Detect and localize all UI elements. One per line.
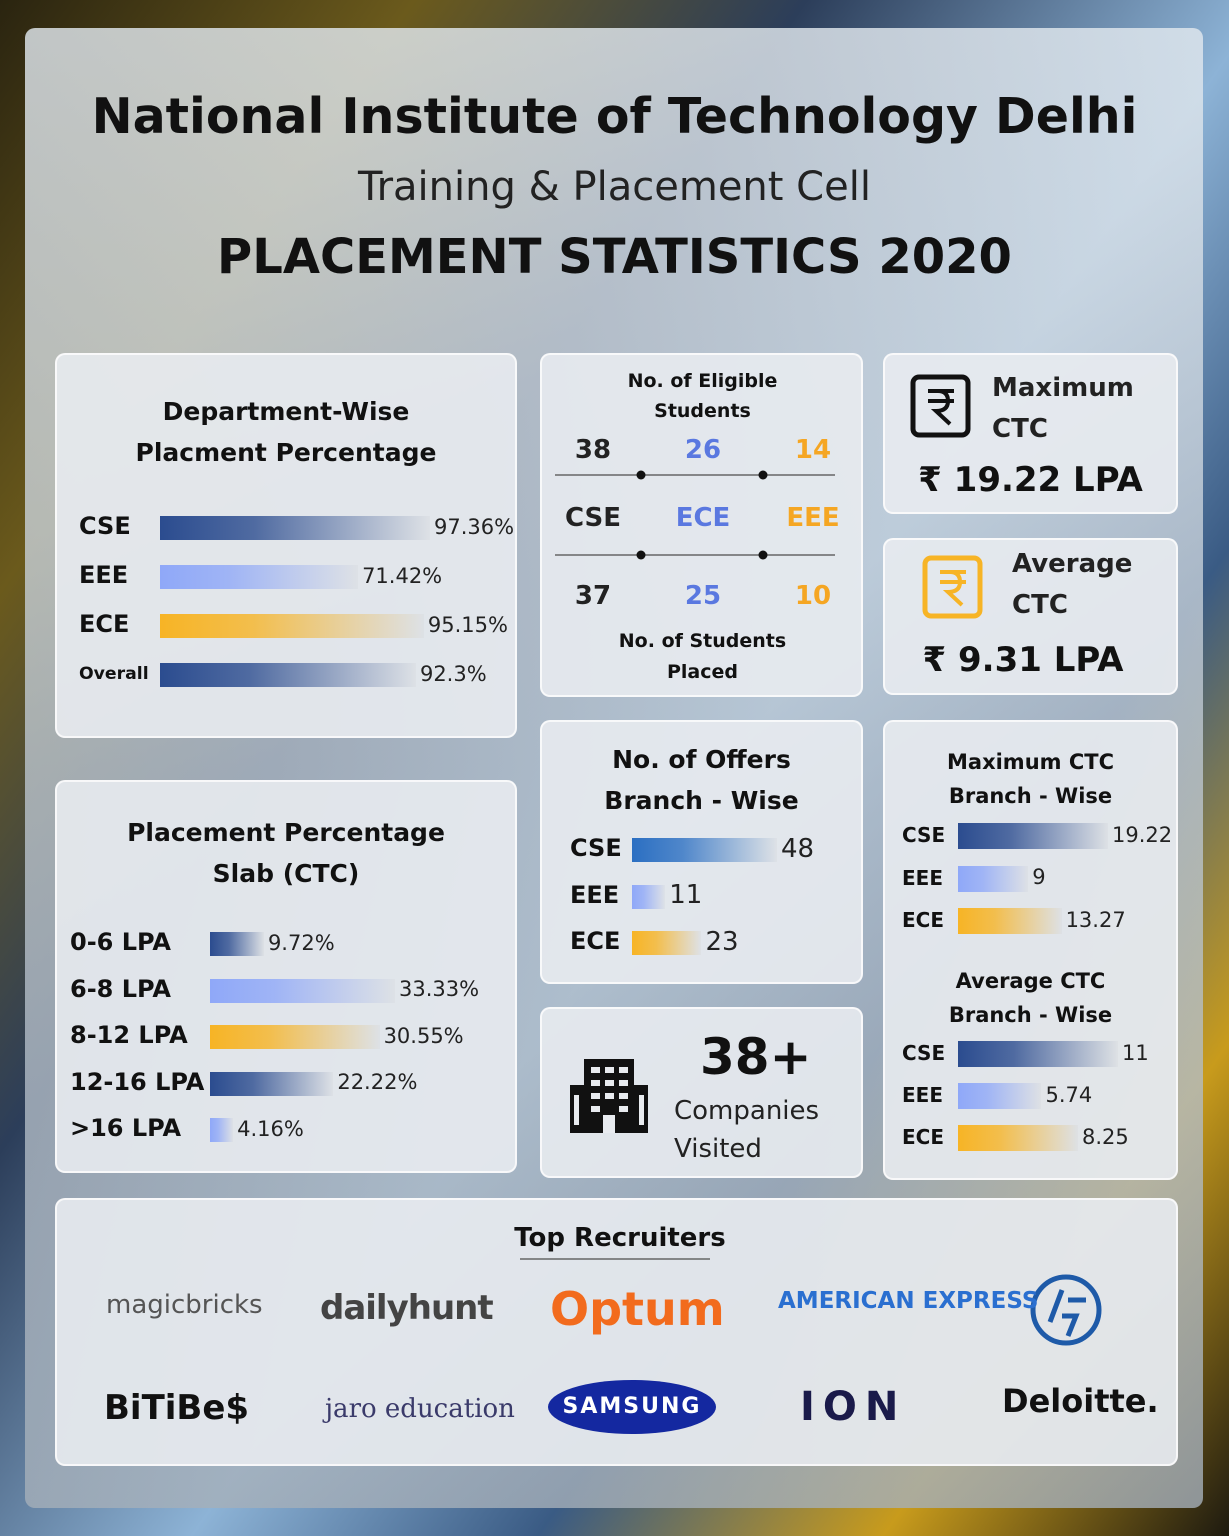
logo: magicbricks [106,1290,263,1320]
card [540,353,863,697]
value-label: 95.15% [427,612,508,637]
max-ctc-label: Maximum CTC [992,373,1134,444]
companies-label: Companies Visited [674,1096,820,1164]
placed-title: No. of Students Placed [618,630,787,683]
bar [632,838,777,862]
rupee-icon [910,374,971,438]
category-label: 8-12 LPA [70,1021,188,1050]
avg-ctc-value: ₹ 9.31 LPA [922,640,1124,680]
recruiters-title: Top Recruiters [514,1223,726,1253]
category-label: EEE [902,865,943,890]
chart-title: No. of Offers Branch - Wise [604,745,799,815]
bar [958,1125,1078,1151]
category-label: 0-6 LPA [70,928,171,957]
bar [958,1041,1118,1067]
value-label: 71.42% [362,563,443,588]
value-label: 9.72% [267,930,335,955]
logo: SAMSUNG [548,1380,716,1434]
category-label: ECE [902,908,945,932]
chart-title: Placement Percentage Slab (CTC) [127,818,445,888]
value-label: 11 [669,880,703,911]
category-label: EEE [902,1083,943,1107]
logo: BiTiBe$ [104,1388,250,1428]
value-label: 30.55% [383,1023,464,1048]
category-label: 12-16 LPA [70,1067,205,1096]
chart-title: Average CTC Branch - Wise [948,969,1113,1028]
value-label: 22.22% [337,1070,418,1095]
category-label: Overall [79,663,149,684]
logo: dailyhunt [320,1288,494,1328]
category-label: >16 LPA [70,1114,182,1143]
category-label: CSE [79,512,131,541]
chart-title: Department-Wise Placment Percentage [135,397,437,467]
bar [958,908,1062,934]
companies-count: 38+ [700,1028,812,1086]
eligibility-lines [555,470,835,560]
value-label: 48 [781,833,815,864]
building-icon [570,1059,648,1133]
category-label: ECE [79,610,130,639]
heading: PLACEMENT STATISTICS 2020 [217,229,1012,285]
bar [160,614,424,638]
value-label: 11 [1122,1040,1149,1065]
category-label: ECE [570,927,621,956]
lt-logo [1030,1274,1102,1346]
bar [210,1071,334,1096]
placed-count: 37 [574,581,612,611]
bar [160,565,359,589]
logo: AMERICAN EXPRESS [778,1288,1039,1314]
category-label: 6-8 LPA [70,974,171,1003]
value-label: 13.27 [1065,907,1126,932]
bar [958,865,1029,892]
value-label: 5.74 [1045,1082,1093,1107]
category-label: ECE [902,1125,945,1149]
placed-count: 25 [684,581,722,611]
branch-label: EEE [786,503,840,533]
logo: Optum [550,1282,725,1336]
bar [958,1083,1042,1109]
eligible-count: 14 [794,435,832,465]
title: National Institute of Technology Delhi [91,88,1138,145]
logo: Deloitte. [1002,1382,1159,1420]
bar [160,663,416,687]
category-label: EEE [570,880,620,909]
value-label: 97.36% [434,514,515,539]
value-label: 33.33% [399,977,480,1002]
value-label: 8.25 [1082,1124,1129,1149]
bar [210,1025,380,1049]
subtitle: Training & Placement Cell [358,164,871,210]
branch-label: ECE [675,503,731,533]
max-ctc-value: ₹ 19.22 LPA [918,460,1143,500]
bar [632,884,666,909]
value-label: 19.22 [1112,822,1173,847]
category-label: CSE [570,834,622,863]
logo: ION [800,1384,907,1430]
chart-title: Maximum CTC Branch - Wise [947,750,1114,809]
bar [210,1118,234,1142]
bar [210,978,395,1003]
bar [160,516,430,540]
eligible-count: 38 [574,435,612,465]
bar [958,823,1108,849]
eligible-title: No. of Eligible Students [627,370,778,422]
category-label: CSE [902,1041,946,1065]
eligible-count: 26 [684,435,722,465]
placed-count: 10 [794,581,832,611]
value-label: 9 [1032,865,1046,890]
category-label: EEE [79,561,129,590]
bar [210,932,264,956]
card [55,780,517,1173]
rupee-icon [922,555,983,619]
value-label: 4.16% [237,1116,304,1141]
category-label: CSE [902,823,946,847]
bar [632,931,702,955]
value-label: 23 [705,926,739,957]
value-label: 92.3% [419,661,487,686]
logo: jaro education [325,1394,515,1424]
title-underline [520,1258,710,1260]
avg-ctc-label: Average CTC [1012,549,1133,620]
branch-label: CSE [564,503,622,533]
